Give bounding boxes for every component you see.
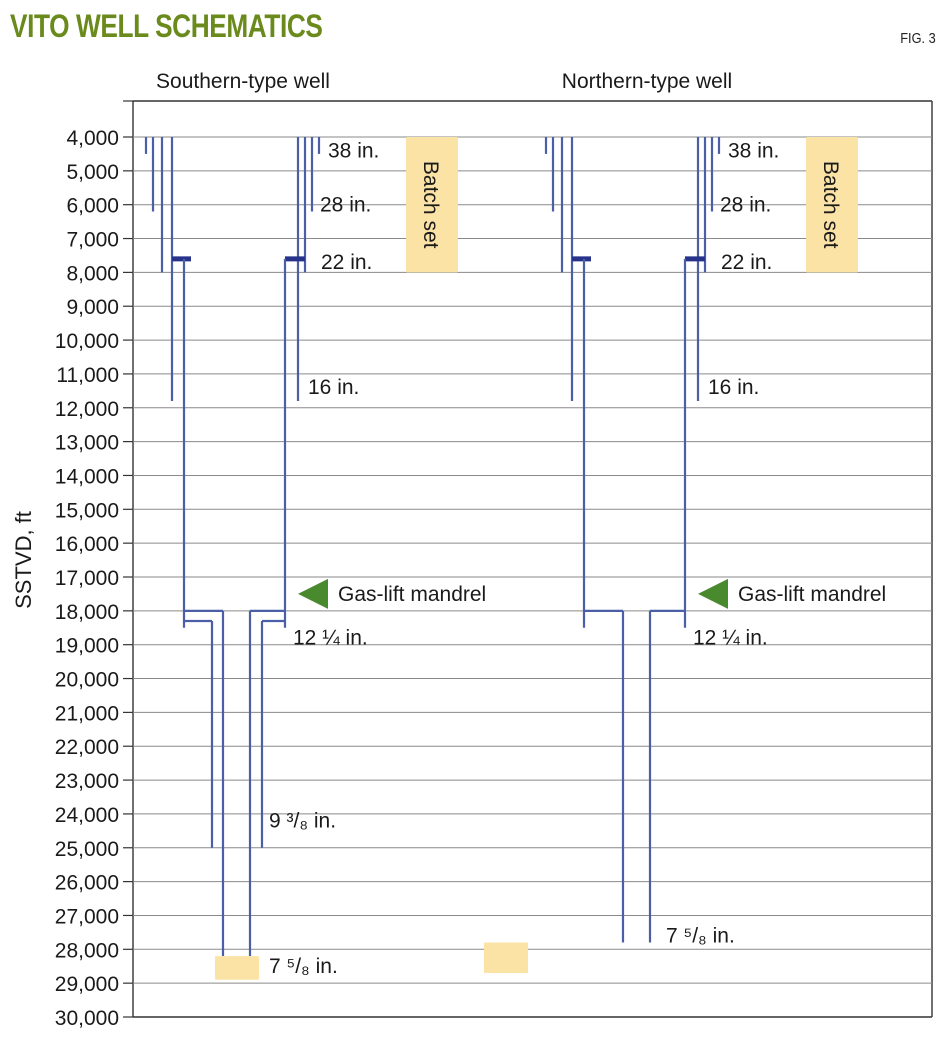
batch-set-zone bbox=[215, 956, 259, 980]
batch-set-label: Batch set bbox=[419, 161, 442, 249]
y-tick-label: 30,000 bbox=[55, 1007, 119, 1030]
y-tick-label: 12,000 bbox=[55, 398, 119, 421]
gas-lift-label: Gas-lift mandrel bbox=[738, 583, 886, 606]
casing-label: 28 in. bbox=[320, 193, 371, 216]
casing-label: 16 in. bbox=[708, 376, 759, 399]
y-tick-label: 27,000 bbox=[55, 905, 119, 928]
y-tick-label: 10,000 bbox=[55, 330, 119, 353]
casing-label: 22 in. bbox=[721, 251, 772, 274]
casing-label: 7 ⁵/₈ in. bbox=[666, 925, 735, 948]
casing-label: 38 in. bbox=[328, 139, 379, 162]
y-tick-label: 23,000 bbox=[55, 770, 119, 793]
casing-label: 22 in. bbox=[321, 251, 372, 274]
y-tick-label: 21,000 bbox=[55, 702, 119, 725]
figure-label: FIG. 3 bbox=[900, 30, 936, 47]
well-group: Batch set Gas-lift mandrel 38 in. 28 in. 22 … bbox=[144, 137, 486, 980]
casing-label: 38 in. bbox=[728, 139, 779, 162]
batch-set-label: Batch set bbox=[819, 161, 842, 249]
y-tick-label: 6,000 bbox=[66, 195, 119, 218]
gas-lift-arrow-icon bbox=[298, 578, 328, 609]
y-tick-label: 11,000 bbox=[56, 364, 119, 387]
casing-label: 28 in. bbox=[720, 193, 771, 216]
casing-label: 16 in. bbox=[308, 376, 359, 399]
y-tick-label: 25,000 bbox=[55, 838, 119, 861]
well-group: Batch set Gas-lift mandrel 38 in. 28 in. 22 … bbox=[484, 137, 886, 973]
casing-label: 9 ³/₈ in. bbox=[269, 809, 336, 832]
casing-label: 12 ¼ in. bbox=[693, 627, 768, 650]
y-axis-label: SSTVD, ft bbox=[11, 511, 36, 609]
y-tick-label: 5,000 bbox=[66, 161, 119, 184]
y-tick-label: 18,000 bbox=[55, 601, 119, 624]
batch-set-zone bbox=[484, 942, 528, 973]
y-tick-label: 14,000 bbox=[55, 465, 119, 488]
casing-label: 12 ¼ in. bbox=[293, 627, 368, 650]
y-tick-label: 4,000 bbox=[66, 127, 119, 150]
y-tick-label: 28,000 bbox=[55, 939, 119, 962]
y-tick-label: 29,000 bbox=[55, 973, 119, 996]
well-title: Southern-type well bbox=[156, 70, 330, 93]
gas-lift-arrow-icon bbox=[698, 578, 728, 609]
batch-set-zone bbox=[406, 137, 458, 273]
y-tick-label: 19,000 bbox=[55, 635, 119, 658]
y-tick-label: 8,000 bbox=[66, 262, 119, 285]
well-title: Northern-type well bbox=[562, 70, 732, 93]
y-tick-label: 7,000 bbox=[66, 229, 119, 252]
y-tick-label: 17,000 bbox=[55, 567, 119, 590]
gas-lift-label: Gas-lift mandrel bbox=[338, 583, 486, 606]
page-title: VITO WELL SCHEMATICS bbox=[10, 8, 323, 44]
casing-label: 7 ⁵/₈ in. bbox=[269, 955, 338, 978]
y-tick-label: 9,000 bbox=[66, 296, 119, 319]
y-tick-label: 15,000 bbox=[55, 499, 119, 522]
y-tick-label: 16,000 bbox=[55, 533, 119, 556]
y-tick-label: 26,000 bbox=[55, 872, 119, 895]
y-tick-label: 22,000 bbox=[55, 736, 119, 759]
batch-set-zone bbox=[806, 137, 858, 273]
y-tick-label: 20,000 bbox=[55, 669, 119, 692]
y-tick-label: 13,000 bbox=[55, 432, 119, 455]
y-tick-label: 24,000 bbox=[55, 804, 119, 827]
